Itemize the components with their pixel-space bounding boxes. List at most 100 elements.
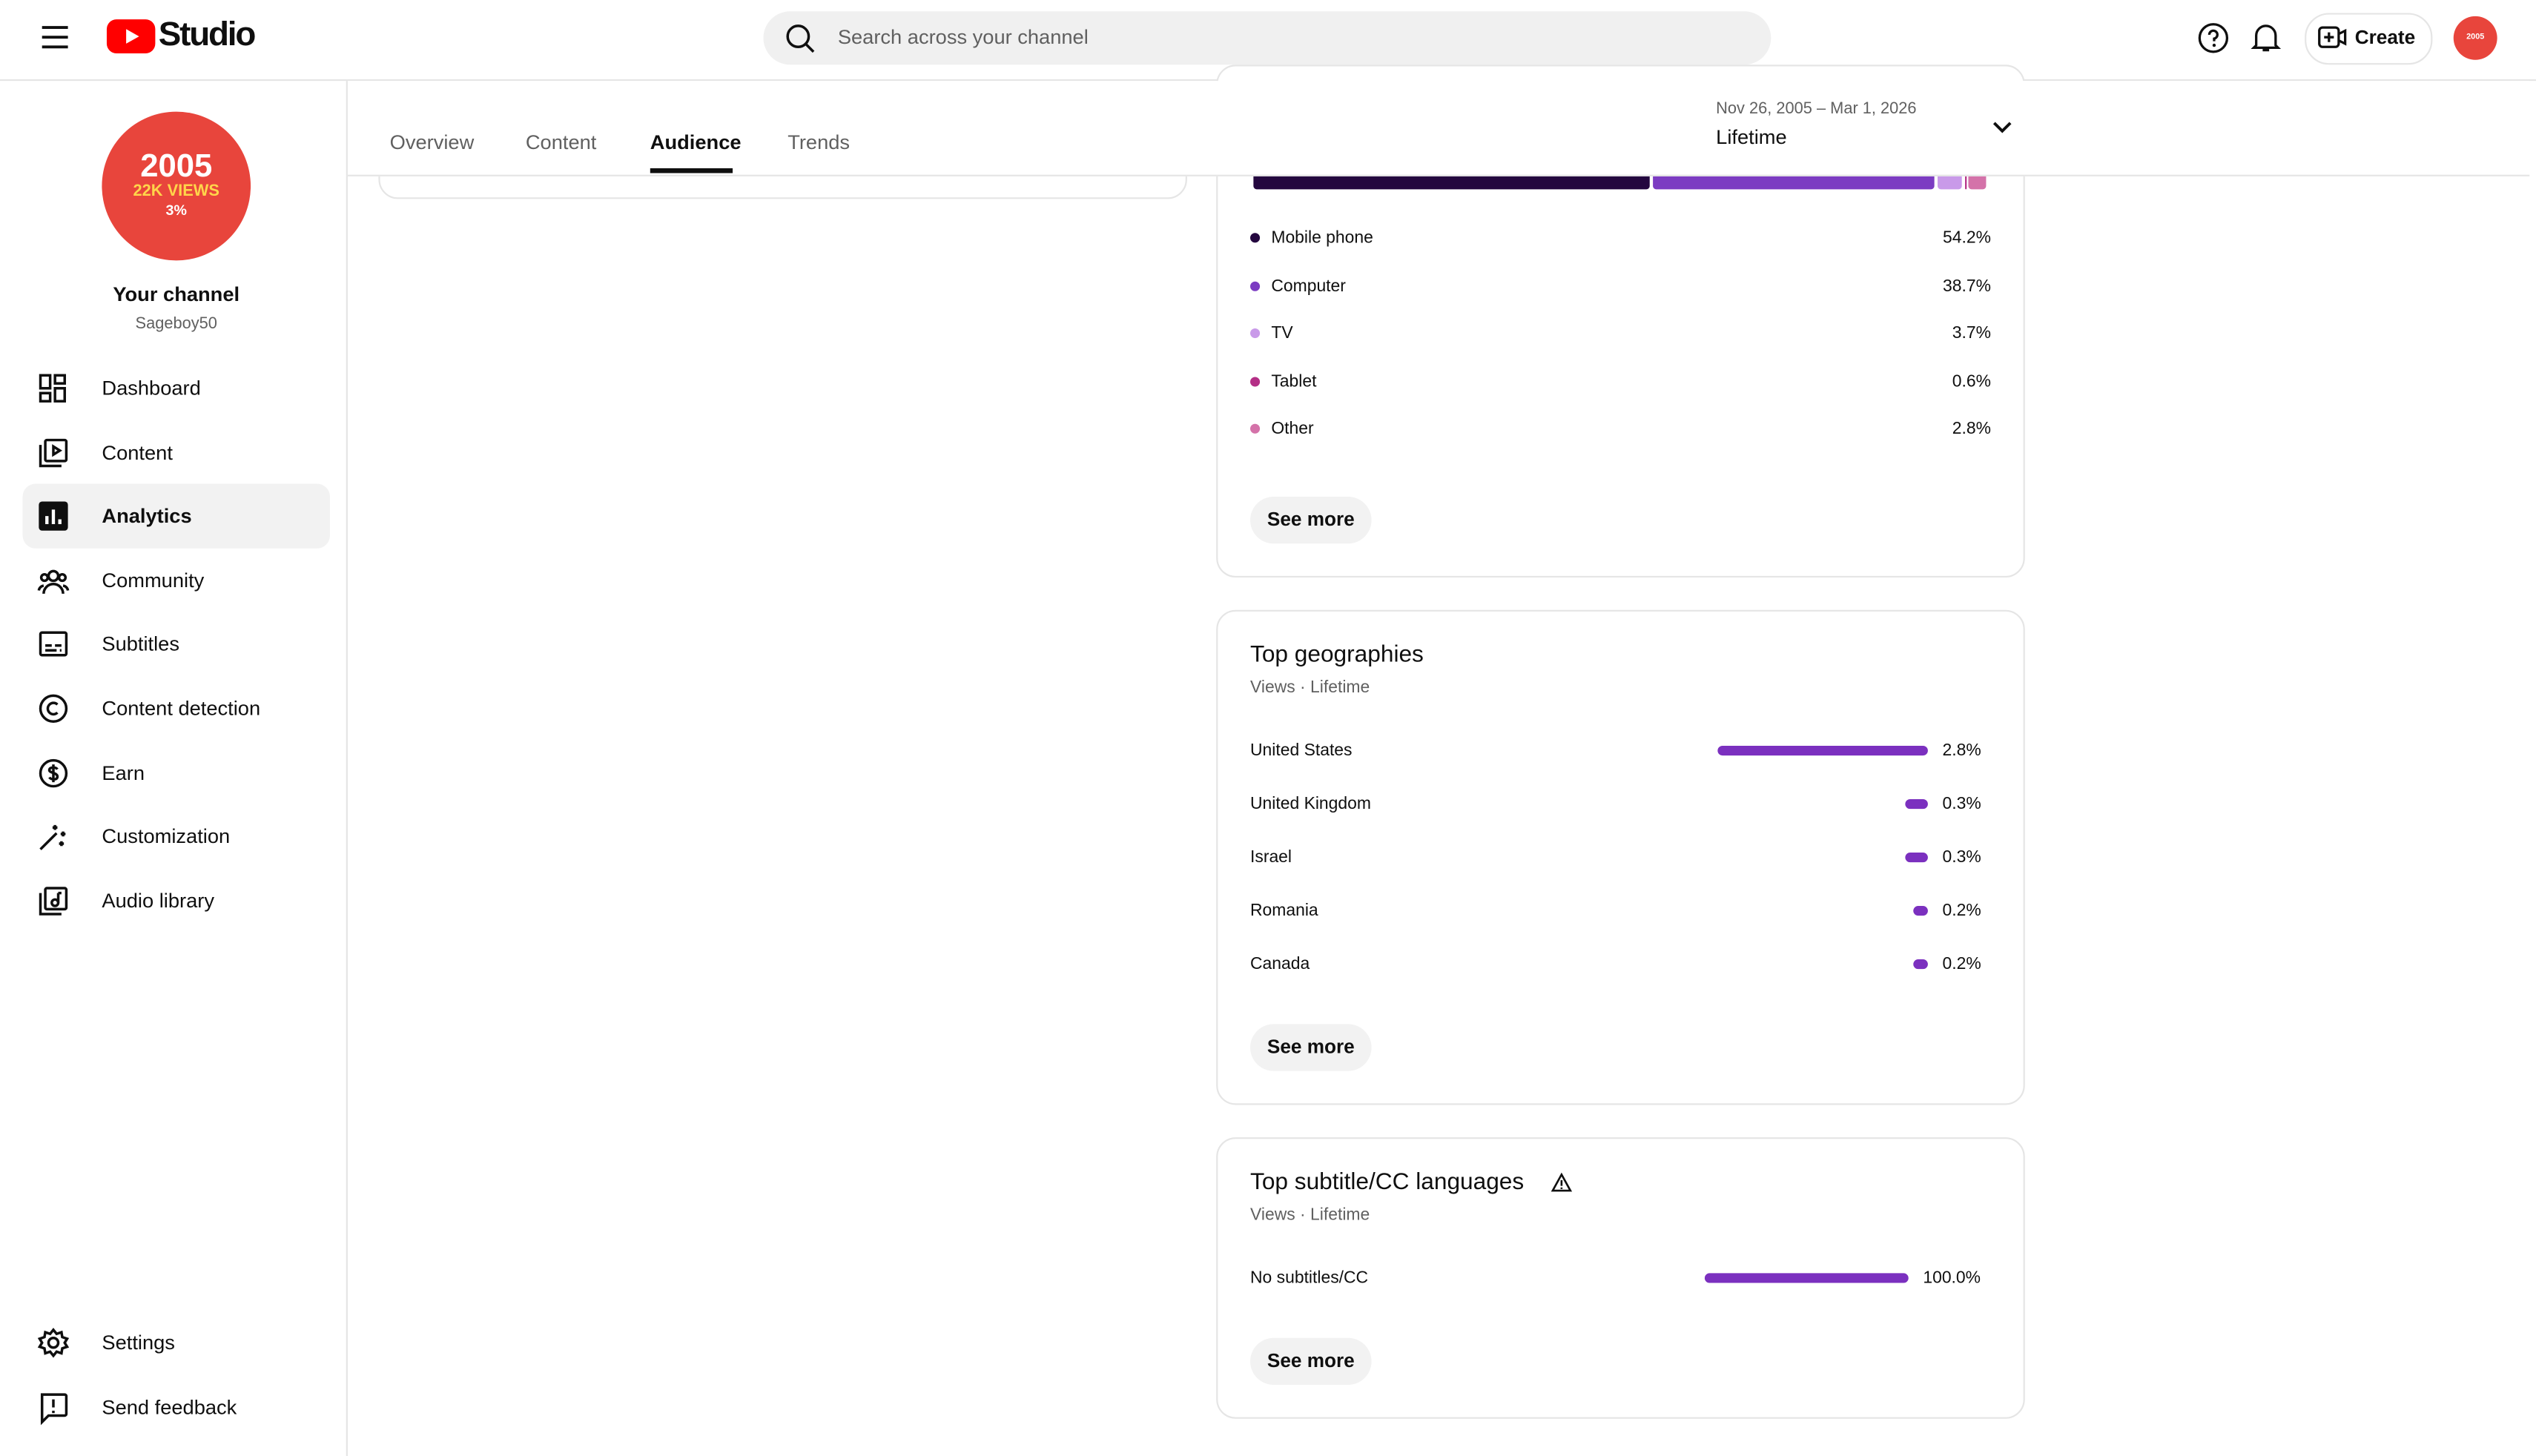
card-subtitle: Views · Lifetime xyxy=(1250,1205,1370,1225)
device-label: Mobile phone xyxy=(1271,228,1373,248)
see-more-button[interactable]: See more xyxy=(1250,1337,1372,1385)
row-value: 0.3% xyxy=(1942,847,1981,867)
row-label: United States xyxy=(1250,741,1353,761)
search-icon xyxy=(786,24,815,53)
channel-name: Sageboy50 xyxy=(135,315,217,334)
nav-icon xyxy=(39,825,66,851)
row-value: 100.0% xyxy=(1923,1268,1981,1288)
device-bar-segment xyxy=(1652,174,1935,190)
device-label: Computer xyxy=(1271,276,1346,296)
date-range: Nov 26, 2005 – Mar 1, 2026 xyxy=(1716,100,1917,119)
device-value: 0.6% xyxy=(1952,371,1991,391)
row-bar xyxy=(1912,906,1928,916)
dropdown-chevron[interactable] xyxy=(1992,122,2012,134)
legend-dot xyxy=(1250,424,1261,434)
row-bar xyxy=(1905,853,1928,863)
nav-item[interactable]: Audio library xyxy=(102,889,214,913)
nav-highlight xyxy=(22,483,330,549)
nav-item[interactable]: Analytics xyxy=(102,505,192,528)
tab[interactable]: Overview xyxy=(389,130,475,154)
device-label: Other xyxy=(1271,420,1314,440)
tab[interactable]: Trends xyxy=(787,130,851,154)
nav-icon xyxy=(40,1392,68,1425)
tab-underline xyxy=(650,168,733,173)
legend-dot xyxy=(1250,233,1261,243)
nav-item[interactable]: Dashboard xyxy=(102,377,201,400)
menu-icon[interactable] xyxy=(42,26,68,49)
notifications-icon[interactable] xyxy=(2251,21,2282,53)
device-bar-segment xyxy=(1253,174,1650,190)
nav-icon xyxy=(39,632,68,658)
nav-item[interactable]: Settings xyxy=(102,1331,175,1354)
logo-text[interactable]: Studio xyxy=(158,16,257,54)
card-title: Top geographies xyxy=(1250,642,1424,669)
nav-icon xyxy=(39,437,68,467)
avatar-percent: 3% xyxy=(165,202,187,219)
create-label: Create xyxy=(2354,25,2416,49)
sidebar xyxy=(0,81,348,1456)
row-bar xyxy=(1912,959,1928,970)
row-bar xyxy=(1905,799,1928,810)
device-bar-segment xyxy=(1968,174,1987,190)
geographies-card xyxy=(1216,609,2025,1105)
nav-item[interactable]: Subtitles xyxy=(102,633,180,656)
nav-item[interactable]: Customization xyxy=(102,825,231,848)
row-label: Canada xyxy=(1250,954,1310,974)
search-placeholder: Search across your channel xyxy=(837,25,1089,49)
nav-item[interactable]: Community xyxy=(102,569,205,592)
avatar-year: 2005 xyxy=(140,148,213,185)
nav-item[interactable]: Send feedback xyxy=(102,1395,237,1418)
card-title: Top subtitle/CC languages xyxy=(1250,1169,1525,1196)
device-value: 3.7% xyxy=(1952,323,1991,344)
create-button[interactable] xyxy=(2305,13,2433,65)
nav-icon xyxy=(39,694,68,724)
legend-dot xyxy=(1250,280,1261,291)
row-label: No subtitles/CC xyxy=(1250,1268,1369,1288)
nav-item[interactable]: Content detection xyxy=(102,697,261,721)
row-label: Romania xyxy=(1250,901,1318,921)
channel-avatar[interactable]: 2005 22K VIEWS 3% xyxy=(102,111,251,261)
legend-dot xyxy=(1250,328,1261,339)
device-bar-segment xyxy=(1964,174,1967,190)
channel-title[interactable]: Your channel xyxy=(113,282,240,306)
device-label: TV xyxy=(1271,323,1293,344)
row-value: 0.2% xyxy=(1942,954,1981,974)
help-icon[interactable] xyxy=(2198,23,2229,53)
nav-icon xyxy=(37,569,70,594)
see-more-button[interactable]: See more xyxy=(1250,1024,1372,1071)
device-value: 38.7% xyxy=(1943,276,1991,296)
device-bar-segment xyxy=(1937,174,1962,190)
row-bar xyxy=(1717,746,1928,756)
nav-icon xyxy=(39,374,66,403)
search-box[interactable] xyxy=(763,11,1771,65)
device-value: 2.8% xyxy=(1952,420,1991,440)
tab-bar: Overview Content Audience Trends Nov 26, 20… xyxy=(347,81,2530,176)
legend-dot xyxy=(1250,377,1261,387)
row-value: 0.3% xyxy=(1942,794,1981,814)
create-icon xyxy=(2318,26,2347,48)
nav-icon xyxy=(39,501,68,532)
avatar-views: 22K VIEWS xyxy=(133,182,219,201)
card-subtitle: Views · Lifetime xyxy=(1250,678,1370,698)
nav-icon xyxy=(39,758,68,787)
warning-icon[interactable] xyxy=(1551,1172,1573,1192)
row-bar xyxy=(1704,1273,1909,1283)
row-label: United Kingdom xyxy=(1250,794,1371,814)
tab[interactable]: Audience xyxy=(650,130,742,154)
tab[interactable]: Content xyxy=(525,130,597,154)
row-value: 0.2% xyxy=(1942,901,1981,921)
nav-item[interactable]: Content xyxy=(102,440,173,464)
see-more-button[interactable]: See more xyxy=(1250,496,1372,544)
device-value: 54.2% xyxy=(1943,228,1991,248)
logo-icon[interactable] xyxy=(106,19,156,54)
row-label: Israel xyxy=(1250,847,1292,867)
nav-item[interactable]: Earn xyxy=(102,761,145,784)
nav-icon xyxy=(39,886,68,916)
row-value: 2.8% xyxy=(1942,741,1981,761)
device-label: Tablet xyxy=(1271,371,1317,391)
date-period[interactable]: Lifetime xyxy=(1716,126,1787,149)
nav-icon xyxy=(37,1327,70,1358)
account-avatar[interactable]: 2005 xyxy=(2453,16,2497,60)
